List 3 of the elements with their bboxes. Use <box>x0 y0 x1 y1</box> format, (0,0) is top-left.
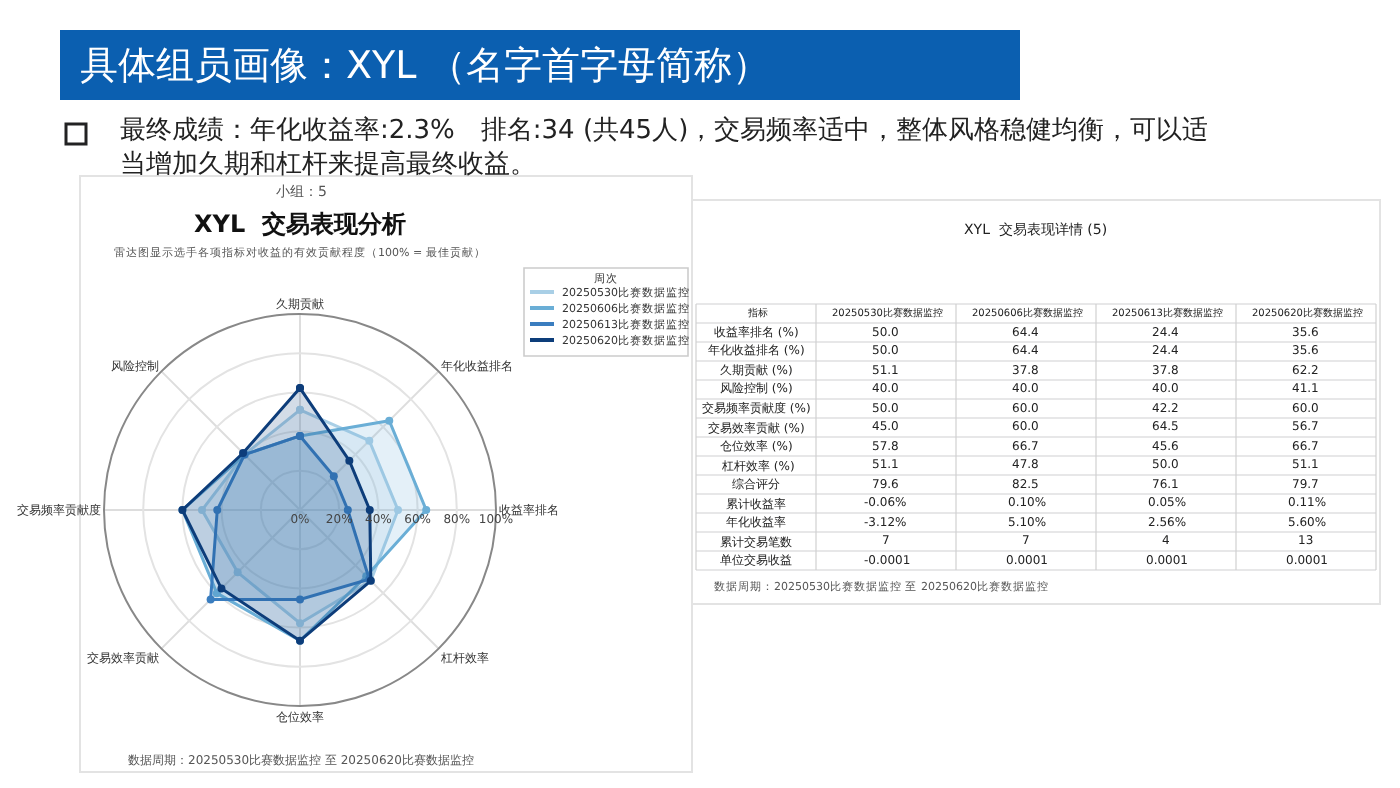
text: 具体组员画像：XYL （名字首字母简称） <box>80 44 771 88</box>
chart-title: XYL 交易表现分析 <box>194 210 406 238</box>
text: 最终成绩：年化收益率:2.3% 排名:34 (共45人)，交易频率适中，整体风格稳健均衡，可以适当增加久期和杠杆来提高最终收益。 <box>120 114 1209 180</box>
